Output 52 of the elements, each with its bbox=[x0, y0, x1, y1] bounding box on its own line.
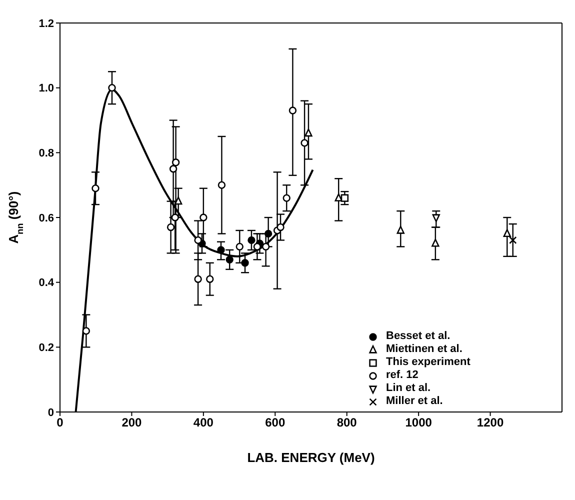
point bbox=[276, 223, 284, 232]
point bbox=[236, 242, 244, 251]
point bbox=[174, 196, 182, 205]
x-tick-label: 1200 bbox=[476, 416, 504, 430]
point bbox=[300, 139, 308, 147]
x-tick-label: 400 bbox=[193, 416, 214, 430]
point bbox=[340, 194, 349, 202]
point bbox=[288, 106, 297, 114]
point bbox=[92, 184, 100, 192]
x-tick-label: 1000 bbox=[405, 416, 432, 430]
point bbox=[304, 128, 312, 137]
point bbox=[200, 214, 208, 222]
point bbox=[282, 194, 290, 202]
point bbox=[262, 242, 270, 251]
point bbox=[248, 236, 256, 244]
x-tick-label: 800 bbox=[336, 416, 358, 430]
x-tick-label: 600 bbox=[265, 416, 286, 430]
point bbox=[503, 229, 511, 238]
y-tick-label: 0.6 bbox=[38, 212, 54, 224]
y-tick-label: 0.4 bbox=[38, 277, 55, 290]
point bbox=[194, 236, 202, 244]
legend-label: Miller et al. bbox=[386, 395, 443, 408]
point bbox=[432, 214, 440, 222]
point bbox=[253, 242, 262, 251]
legend-label: This experiment bbox=[386, 356, 470, 369]
x-axis-title: LAB. ENERGY (MeV) bbox=[247, 450, 375, 465]
point bbox=[206, 275, 214, 283]
point bbox=[226, 256, 234, 264]
x-tick-label: 200 bbox=[122, 416, 142, 430]
y-tick-label: 0 bbox=[48, 406, 54, 419]
point bbox=[82, 327, 90, 335]
legend-label: Lin et al. bbox=[386, 382, 431, 395]
point bbox=[218, 181, 226, 189]
point bbox=[172, 158, 180, 166]
x-tick-label: 0 bbox=[56, 416, 64, 430]
point bbox=[264, 230, 272, 238]
point bbox=[241, 259, 249, 267]
y-tick-label: 1.2 bbox=[38, 18, 54, 30]
point bbox=[396, 226, 404, 234]
point bbox=[166, 223, 175, 232]
y-tick-label: 0.8 bbox=[38, 148, 54, 160]
point bbox=[432, 238, 440, 247]
legend-label: Miettinen et al. bbox=[386, 343, 462, 356]
point bbox=[169, 165, 178, 173]
legend-label: ref. 12 bbox=[386, 369, 418, 382]
point bbox=[509, 236, 517, 244]
point bbox=[108, 84, 116, 92]
y-tick-label: 0.2 bbox=[38, 342, 54, 354]
point bbox=[217, 246, 225, 254]
legend-label: Besset et al. bbox=[386, 330, 450, 343]
y-tick-label: 1.0 bbox=[38, 82, 54, 95]
point bbox=[194, 275, 202, 283]
